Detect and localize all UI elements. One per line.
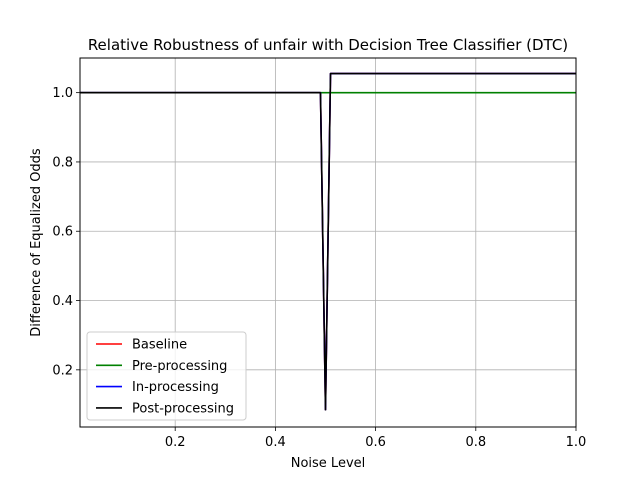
legend-label-post-processing: Post-processing [132,401,234,416]
chart-title: Relative Robustness of unfair with Decis… [88,36,568,54]
series-line-post-processing [80,72,576,411]
x-tick-label: 0.6 [365,435,386,450]
y-tick-label: 0.2 [52,363,73,378]
plot-frame [79,57,577,428]
legend-label-pre-processing: Pre-processing [132,359,227,374]
y-tick-label: 0.4 [52,294,73,309]
x-tick-label: 0.2 [165,435,186,450]
series-lines [80,72,576,411]
y-axis-label: Difference of Equalized Odds [29,148,44,337]
y-tick-label: 1.0 [52,86,73,101]
x-axis-label: Noise Level [291,456,366,471]
legend-box [86,331,247,421]
legend: Baseline Pre-processing In-processing Post-… [86,331,247,421]
legend-label-in-processing: In-processing [132,380,219,395]
x-tick-label: 1.0 [566,435,587,450]
y-tick-label: 0.8 [52,155,73,170]
legend-label-baseline: Baseline [132,338,187,353]
y-tick-label: 0.6 [52,225,73,240]
x-tick-label: 0.8 [465,435,486,450]
x-tick-label: 0.4 [265,435,286,450]
axis-ticks: 0.2 0.4 0.6 0.8 1.0 0.2 0.4 0.6 0.8 1.0 [52,86,586,450]
